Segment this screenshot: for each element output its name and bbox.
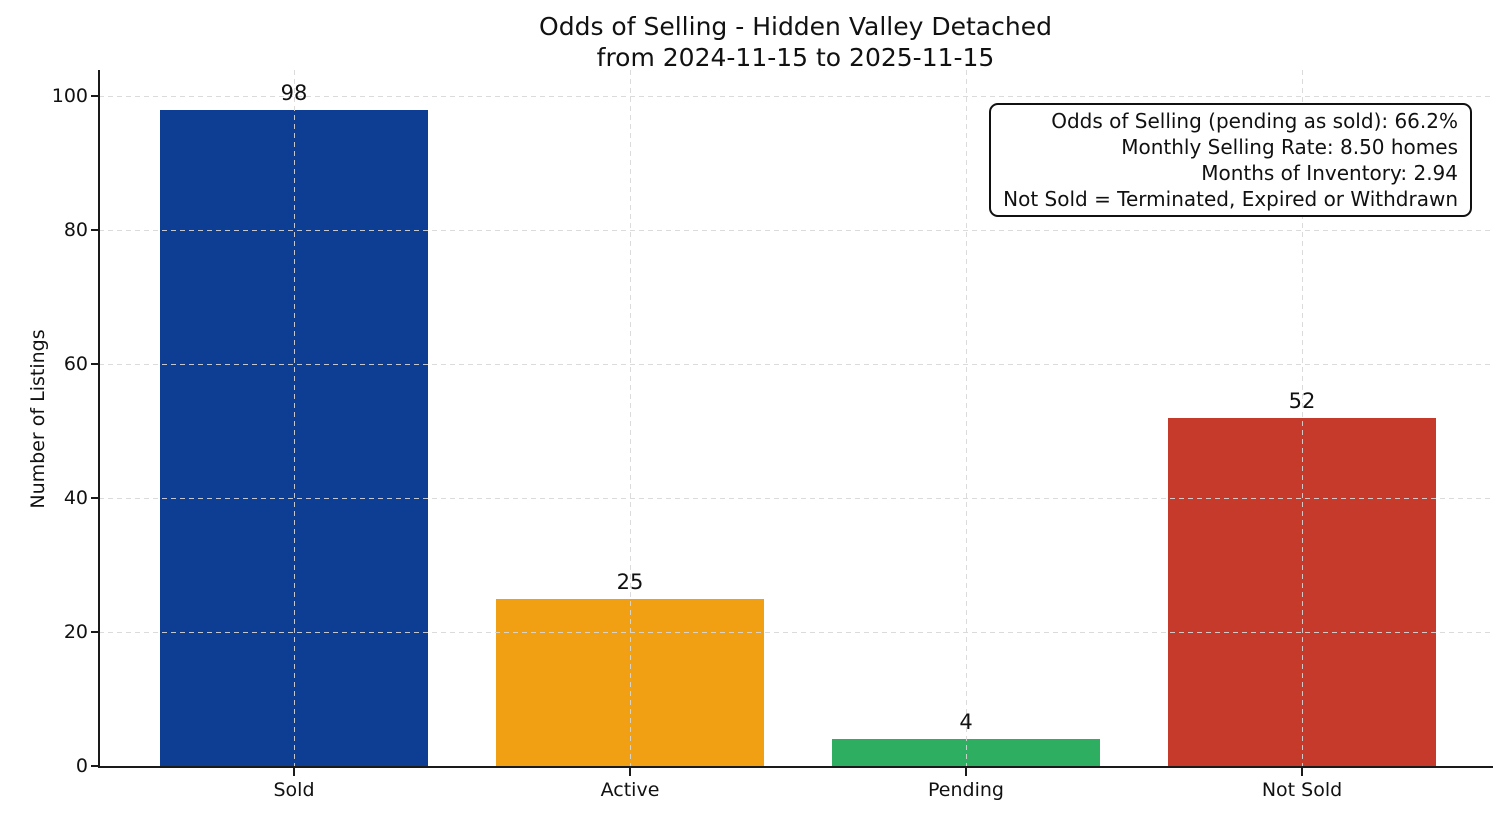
horizontal-gridline — [99, 631, 1492, 633]
bar-value-label-active: 25 — [616, 569, 644, 594]
y-tick-mark — [91, 765, 99, 767]
x-tick-label-pending: Pending — [928, 779, 1004, 801]
bar-value-label-pending: 4 — [959, 710, 973, 735]
bar-value-label-not-sold: 52 — [1288, 388, 1316, 413]
vertical-gridline — [629, 70, 631, 766]
x-tick-label-active: Active — [600, 779, 660, 801]
x-tick-label-sold: Sold — [273, 779, 315, 801]
y-tick-label: 40 — [63, 486, 88, 509]
y-tick-mark — [91, 229, 99, 232]
annotation-line: Months of Inventory: 2.94 — [1201, 161, 1458, 185]
chart-title-line2: from 2024-11-15 to 2025-11-15 — [596, 43, 995, 72]
x-tick-mark — [1301, 768, 1303, 776]
x-tick-label-not-sold: Not Sold — [1261, 779, 1343, 801]
chart-title: Odds of Selling - Hidden Valley Detached… — [99, 11, 1492, 73]
annotation-line: Odds of Selling (pending as sold): 66.2% — [1051, 109, 1458, 133]
horizontal-gridline — [99, 363, 1492, 365]
x-tick-mark — [293, 768, 295, 776]
x-tick-mark — [965, 768, 967, 776]
horizontal-gridline — [99, 95, 1492, 97]
y-tick-mark — [91, 95, 99, 98]
y-tick-label: 20 — [63, 620, 88, 643]
y-tick-label: 0 — [75, 754, 88, 777]
y-tick-label: 100 — [51, 84, 88, 107]
x-axis-spine — [98, 766, 1493, 768]
y-tick-mark — [91, 363, 99, 366]
x-tick-mark — [629, 768, 631, 776]
y-tick-mark — [91, 631, 99, 634]
y-axis-spine — [98, 70, 100, 768]
vertical-gridline — [965, 70, 967, 766]
annotation-line: Not Sold = Terminated, Expired or Withdr… — [1003, 187, 1458, 211]
vertical-gridline — [1301, 70, 1303, 766]
annotation-line: Monthly Selling Rate: 8.50 homes — [1121, 135, 1458, 159]
bar-value-label-sold: 98 — [280, 80, 308, 105]
y-tick-label: 80 — [63, 218, 88, 241]
horizontal-gridline — [99, 229, 1492, 231]
vertical-gridline — [293, 70, 295, 766]
y-tick-label: 60 — [63, 352, 88, 375]
chart-title-line1: Odds of Selling - Hidden Valley Detached — [539, 12, 1052, 41]
stats-annotation-box: Odds of Selling (pending as sold): 66.2%… — [989, 103, 1472, 217]
horizontal-gridline — [99, 497, 1492, 499]
y-tick-mark — [91, 497, 99, 500]
